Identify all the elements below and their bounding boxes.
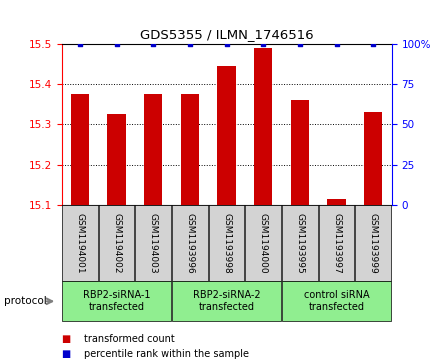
Point bbox=[150, 41, 157, 46]
Bar bbox=[181, 94, 199, 205]
Point bbox=[333, 41, 340, 46]
Bar bbox=[254, 48, 272, 205]
Text: protocol: protocol bbox=[4, 296, 47, 306]
Text: GSM1193998: GSM1193998 bbox=[222, 213, 231, 274]
Bar bbox=[327, 199, 346, 205]
Bar bbox=[291, 100, 309, 205]
Text: GSM1193999: GSM1193999 bbox=[369, 213, 378, 274]
Point bbox=[223, 41, 230, 46]
Text: ■: ■ bbox=[62, 349, 71, 359]
Text: GSM1193995: GSM1193995 bbox=[295, 213, 304, 274]
Bar bbox=[71, 94, 89, 205]
Point bbox=[77, 41, 84, 46]
Text: RBP2-siRNA-2
transfected: RBP2-siRNA-2 transfected bbox=[193, 290, 260, 312]
Point bbox=[297, 41, 304, 46]
Text: ■: ■ bbox=[62, 334, 71, 344]
Text: GSM1193997: GSM1193997 bbox=[332, 213, 341, 274]
Bar bbox=[144, 94, 162, 205]
Text: percentile rank within the sample: percentile rank within the sample bbox=[84, 349, 249, 359]
Title: GDS5355 / ILMN_1746516: GDS5355 / ILMN_1746516 bbox=[140, 28, 313, 41]
Bar bbox=[217, 66, 236, 205]
Bar bbox=[364, 112, 382, 205]
Point bbox=[113, 41, 120, 46]
Point bbox=[187, 41, 194, 46]
Text: transformed count: transformed count bbox=[84, 334, 174, 344]
Text: GSM1193996: GSM1193996 bbox=[185, 213, 194, 274]
Text: RBP2-siRNA-1
transfected: RBP2-siRNA-1 transfected bbox=[83, 290, 150, 312]
Text: GSM1194001: GSM1194001 bbox=[75, 213, 84, 274]
Bar bbox=[107, 114, 126, 205]
Text: GSM1194003: GSM1194003 bbox=[149, 213, 158, 274]
Text: GSM1194002: GSM1194002 bbox=[112, 213, 121, 273]
Point bbox=[370, 41, 377, 46]
Text: GSM1194000: GSM1194000 bbox=[259, 213, 268, 274]
Text: control siRNA
transfected: control siRNA transfected bbox=[304, 290, 370, 312]
Point bbox=[260, 41, 267, 46]
